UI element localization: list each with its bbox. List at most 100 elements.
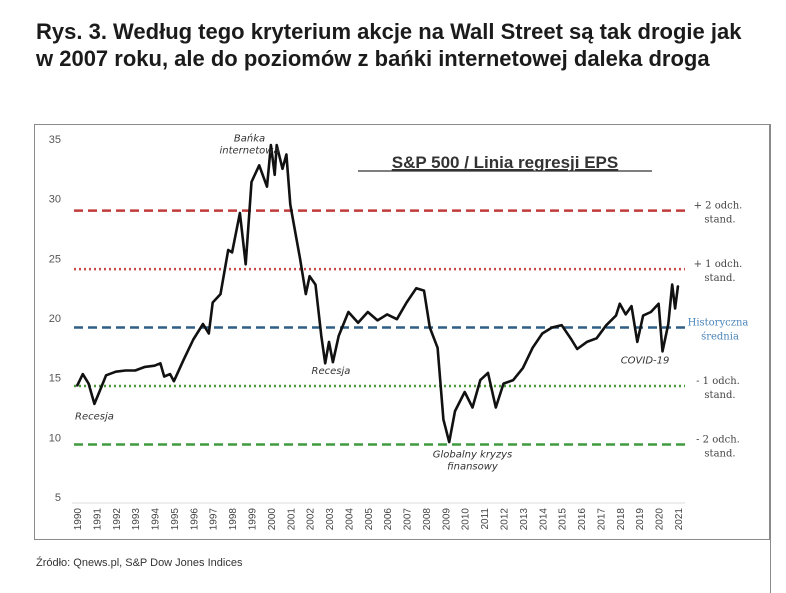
- x-tick-label: 1990: [73, 508, 84, 531]
- data-point: [270, 144, 272, 146]
- data-point: [273, 174, 276, 176]
- data-point: [182, 358, 185, 361]
- data-point: [619, 302, 621, 305]
- x-tick-label: 2009: [441, 508, 452, 531]
- annotation: Recesja: [75, 411, 114, 422]
- data-point: [423, 289, 425, 292]
- data-point: [304, 293, 307, 295]
- data-point: [99, 388, 102, 391]
- annotation: finansowy: [447, 462, 499, 473]
- data-point: [494, 406, 497, 409]
- data-point: [624, 313, 627, 316]
- data-point: [479, 379, 482, 381]
- data-point: [105, 374, 107, 377]
- reference-label: średnia: [701, 332, 739, 343]
- x-tick-label: 1996: [189, 508, 200, 531]
- chart-frame: [34, 124, 770, 540]
- data-point: [347, 311, 350, 313]
- data-point: [376, 319, 379, 322]
- x-tick-label: 2005: [364, 508, 375, 531]
- annotation: COVID-19: [621, 355, 670, 366]
- x-tick-label: 2021: [674, 508, 685, 531]
- reference-label: stand.: [704, 448, 735, 459]
- x-tick-label: 2013: [519, 508, 530, 531]
- x-tick-label: 2018: [616, 508, 627, 531]
- x-tick-label: 1994: [151, 508, 162, 531]
- y-tick-label: 30: [49, 194, 61, 206]
- data-point: [144, 366, 146, 368]
- y-tick-label: 5: [55, 492, 61, 504]
- x-tick-label: 1991: [92, 508, 103, 531]
- data-point: [324, 362, 326, 365]
- reference-label: stand.: [704, 390, 735, 401]
- data-point: [386, 313, 388, 316]
- data-point: [367, 311, 369, 313]
- data-point: [258, 164, 261, 167]
- data-point: [244, 263, 247, 266]
- data-point: [454, 410, 456, 412]
- data-point: [299, 257, 301, 260]
- data-point: [615, 314, 617, 317]
- data-point: [337, 335, 340, 337]
- data-point: [471, 406, 474, 409]
- data-point: [502, 382, 505, 385]
- x-tick-label: 2007: [403, 508, 414, 531]
- data-point: [211, 301, 214, 304]
- data-point: [275, 144, 278, 146]
- annotation: Recesja: [312, 366, 351, 377]
- x-tick-label: 2017: [596, 508, 607, 531]
- y-tick-label: 10: [49, 432, 61, 444]
- data-point: [661, 350, 664, 353]
- data-point: [159, 362, 162, 365]
- data-point: [586, 341, 588, 343]
- data-point: [192, 338, 195, 341]
- data-point: [650, 311, 652, 313]
- data-point: [281, 168, 284, 170]
- data-point: [436, 347, 439, 349]
- y-tick-label: 15: [49, 373, 61, 385]
- x-tick-label: 2002: [306, 508, 317, 531]
- x-tick-label: 2012: [500, 508, 511, 531]
- data-point: [595, 337, 598, 340]
- data-point: [396, 318, 398, 320]
- data-point: [667, 323, 670, 325]
- data-point: [576, 348, 578, 350]
- annotation: Bańka: [234, 132, 265, 144]
- data-point: [570, 338, 573, 341]
- data-point: [328, 341, 330, 343]
- data-point: [169, 373, 171, 375]
- data-point: [531, 347, 534, 349]
- x-tick-label: 1995: [170, 508, 181, 531]
- series-line: [75, 143, 680, 444]
- reference-label: stand.: [704, 215, 735, 226]
- reference-label: Historyczna: [688, 318, 749, 329]
- data-point: [487, 372, 489, 374]
- data-point: [630, 305, 633, 307]
- x-tick-label: 1998: [228, 508, 239, 531]
- x-tick-label: 2003: [325, 508, 336, 531]
- x-tick-label: 1999: [247, 508, 258, 531]
- x-tick-label: 2010: [461, 508, 472, 531]
- data-point: [295, 236, 297, 238]
- x-tick-label: 2014: [538, 508, 549, 531]
- data-point: [657, 302, 660, 305]
- y-tick-label: 35: [49, 134, 61, 146]
- data-point: [429, 326, 431, 329]
- data-point: [560, 324, 563, 326]
- annotation: Globalny kryzys: [433, 450, 513, 461]
- data-point: [163, 375, 166, 378]
- reference-label: stand.: [704, 273, 735, 284]
- reference-label: - 1 odch.: [696, 376, 740, 387]
- x-tick-label: 2001: [286, 508, 297, 531]
- data-point: [442, 418, 445, 421]
- data-point: [76, 385, 78, 387]
- data-point: [285, 153, 288, 156]
- x-tick-label: 2006: [383, 508, 394, 531]
- data-point: [202, 323, 204, 325]
- data-point: [239, 212, 241, 214]
- data-point: [522, 367, 524, 369]
- y-tick-label: 20: [49, 313, 61, 325]
- data-point: [289, 203, 292, 206]
- data-point: [512, 379, 515, 381]
